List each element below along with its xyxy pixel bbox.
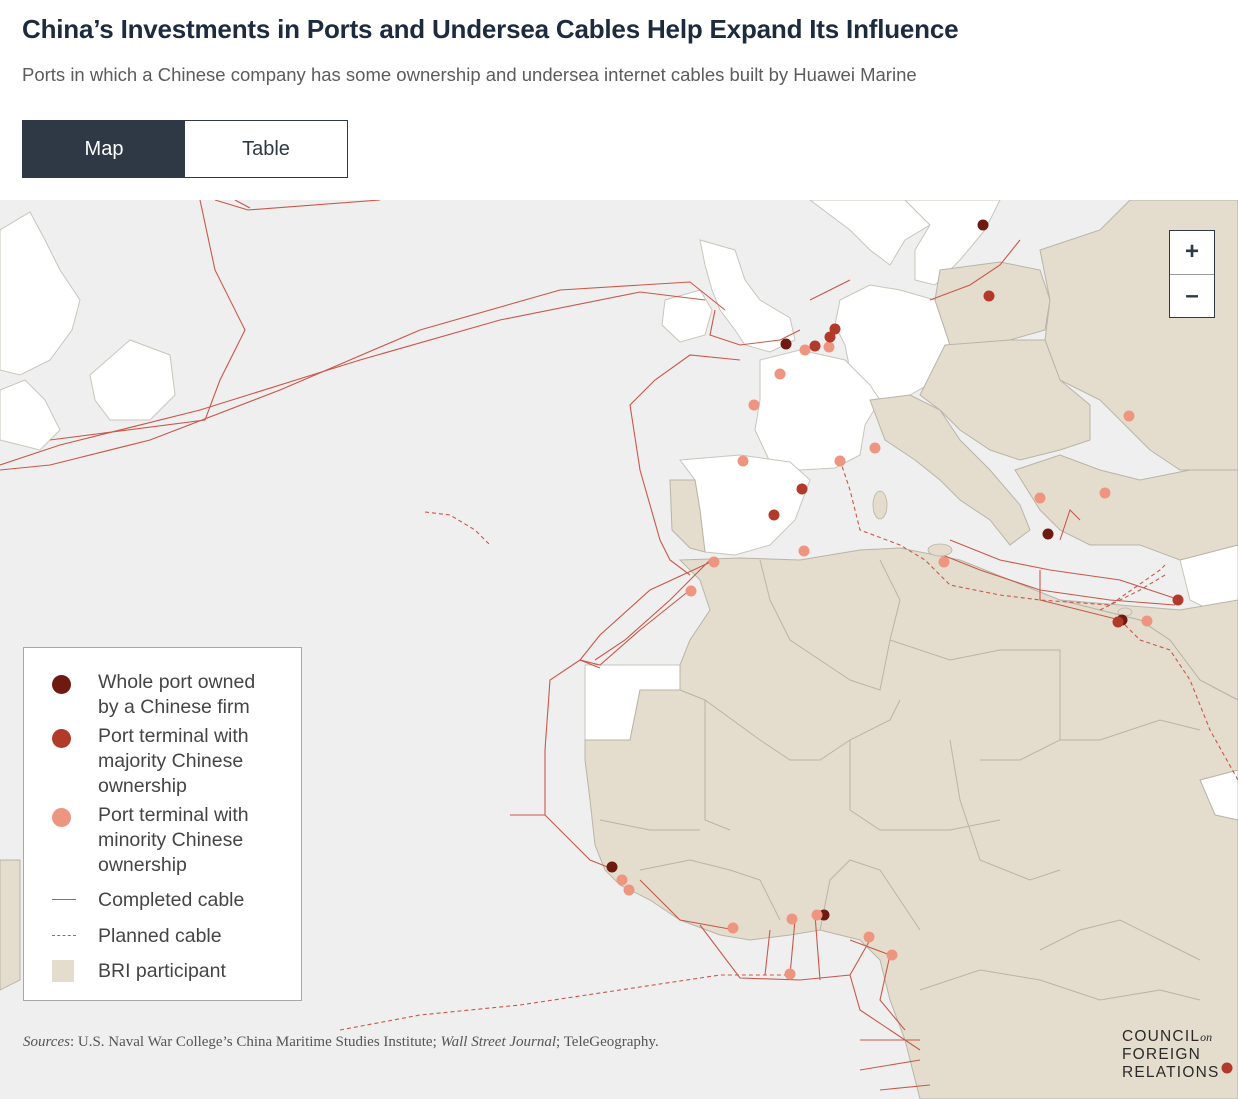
port-majority [809,340,821,352]
caribbean [0,859,21,991]
port-minority [1034,492,1046,504]
page-subtitle: Ports in which a Chinese company has som… [22,64,917,85]
sources-text-2: ; TeleGeography. [556,1034,659,1050]
port-minority [1123,410,1135,422]
poland [934,261,1051,346]
tan-square-icon [52,960,74,982]
port-majority [1221,1062,1233,1074]
port-whole [1042,528,1054,540]
tab-map[interactable]: Map [23,121,185,177]
legend-label: Whole port owned by a Chinese firm [98,671,256,718]
logo-line-3: RELATIONS [1122,1064,1220,1081]
port-minority [1099,487,1111,499]
sources-note: Sources: U.S. Naval War College’s China … [23,1034,659,1051]
port-minority [737,455,749,467]
dark-dot-icon [52,675,71,694]
solid-line-icon [52,899,76,900]
planned-cables [339,459,1238,1031]
port-majority [829,323,841,335]
africa-borders [599,559,1201,1001]
port-minority [834,455,846,467]
port-majority [1172,594,1184,606]
port-whole [780,338,792,350]
map-area[interactable] [0,200,1238,1099]
logo-on: on [1200,1030,1213,1044]
port-majority [983,290,995,302]
ports [606,219,1233,1074]
logo-line-2: FOREIGN [1122,1046,1202,1063]
port-minority [616,874,628,886]
port-whole [606,861,618,873]
zoom-in-button[interactable]: + [1170,231,1214,275]
baffin-north [89,339,176,421]
cfr-logo: COUNCILon FOREIGN RELATIONS [1122,1028,1220,1082]
port-minority [1141,615,1153,627]
port-minority [774,368,786,380]
port-minority [886,949,898,961]
legend-label: BRI participant [98,960,226,982]
port-minority [727,922,739,934]
logo-line-1: COUNCIL [1122,1028,1201,1045]
sources-prefix: Sources [23,1034,70,1050]
light-dot-icon [52,808,71,827]
sources-wsj: Wall Street Journal [440,1034,557,1050]
bri-land [0,200,1238,1099]
sweden-south [904,200,1001,286]
great-britain [699,239,796,353]
tab-table[interactable]: Table [185,121,347,177]
zoom-controls: + – [1169,230,1215,318]
port-minority [708,556,720,568]
legend-label: Port terminal with majority Chinese owne… [98,725,249,797]
port-minority [799,344,811,356]
non-bri-land [0,200,1238,961]
port-minority [823,341,835,353]
page-title: China’s Investments in Ports and Underse… [22,14,959,44]
turkey-greece [1014,454,1238,561]
dashed-line-icon [52,935,76,936]
completed-cables [0,200,1181,1091]
italy-balkans [869,394,1031,546]
legend-label: Completed cable [98,889,245,911]
view-toggle: Map Table [22,120,348,178]
zoom-out-button[interactable]: – [1185,281,1199,309]
islands [872,490,1133,617]
portugal [669,479,706,553]
port-minority [623,884,635,896]
port-majority [824,331,836,343]
port-minority [869,442,881,454]
port-minority [685,585,697,597]
port-minority [938,556,950,568]
port-minority [784,968,796,980]
port-majority [768,509,780,521]
sources-text-1: : U.S. Naval War College’s China Maritim… [69,1034,441,1050]
greenland [0,211,81,376]
port-minority [811,909,823,921]
legend-label: Port terminal with minority Chinese owne… [98,804,249,876]
france [754,349,881,471]
port-minority [863,931,875,943]
legend-label: Planned cable [98,925,222,947]
medium-dot-icon [52,729,71,748]
port-minority [786,913,798,925]
port-minority [798,545,810,557]
middle-east [1059,599,1238,701]
port-majority [796,483,808,495]
port-minority [748,399,760,411]
port-whole [977,219,989,231]
map-legend: Whole port owned by a Chinese firm Port … [23,647,302,1001]
port-majority [1112,616,1124,628]
